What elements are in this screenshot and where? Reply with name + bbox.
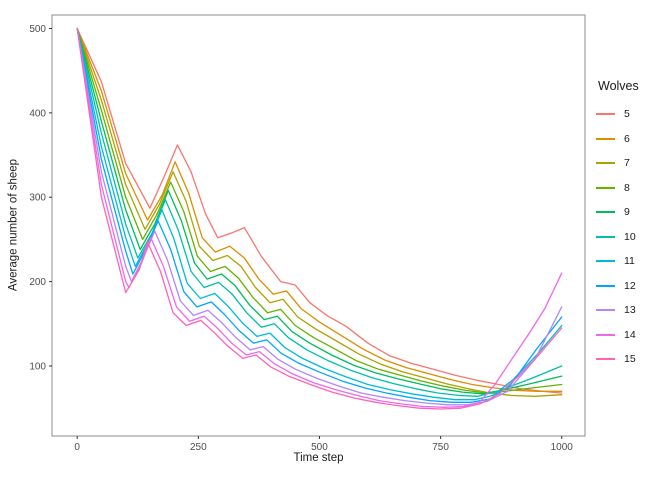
legend-item-9: 9 [596,200,639,225]
x-tick-label: 750 [432,442,449,453]
series-line-12 [76,27,563,403]
series-line-14 [76,27,563,408]
legend-item-10: 10 [596,225,639,250]
legend-item-5: 5 [596,102,639,127]
legend-item-label: 11 [624,255,635,268]
legend-item-label: 15 [624,353,636,366]
series-line-13 [76,27,563,406]
legend-item-8: 8 [596,176,639,201]
legend-item-14: 14 [596,323,639,348]
series-line-9 [76,27,563,395]
legend-key-line [596,333,615,336]
legend-item-label: 5 [624,108,630,121]
y-axis-title: Average number of sheep [7,158,20,292]
legend-item-6: 6 [596,127,639,152]
legend-key-line [596,284,615,287]
legend-key-line [596,235,615,238]
series-line-6 [76,27,563,392]
legend-item-label: 9 [624,206,630,219]
legend-item-label: 14 [624,328,636,341]
legend-key-line [596,113,615,116]
legend-key-line [596,260,615,263]
legend-key-line [596,358,615,361]
legend-item-13: 13 [596,298,639,323]
legend-item-7: 7 [596,151,639,176]
y-tick-label: 400 [29,108,46,119]
series-line-11 [76,27,563,401]
legend-item-label: 6 [624,132,630,145]
y-tick-label: 200 [29,277,46,288]
x-tick-label: 0 [74,442,80,453]
legend-item-label: 8 [624,181,630,194]
legend-key-line [596,211,615,214]
series-line-8 [76,27,563,394]
x-tick-label: 1000 [551,442,574,453]
legend-item-label: 12 [624,279,636,292]
legend-item-11: 11 [596,249,639,274]
y-tick-label: 300 [29,193,46,204]
legend-key-line [596,309,615,312]
x-tick-label: 250 [190,442,207,453]
legend-key-line [596,162,615,165]
series-line-5 [76,27,563,394]
legend-title: Wolves [598,79,639,93]
series-line-7 [76,27,563,397]
y-tick-label: 500 [29,24,46,35]
x-tick-label: 500 [311,442,328,453]
y-tick-label: 100 [29,361,46,372]
legend-key-line [596,137,615,140]
series-line-15 [76,27,563,410]
x-axis-title: Time step [293,452,344,464]
legend-item-label: 7 [624,157,630,170]
panel-border [51,14,586,437]
legend-item-12: 12 [596,274,639,299]
legend-item-label: 10 [624,230,636,243]
legend-key-line [596,186,615,189]
legend-item-label: 13 [624,304,636,317]
legend-item-15: 15 [596,347,639,372]
legend: Wolves 5 6 7 8 9 10 11 12 13 14 15 [596,79,639,372]
legend-items: 5 6 7 8 9 10 11 12 13 14 15 [596,102,639,372]
